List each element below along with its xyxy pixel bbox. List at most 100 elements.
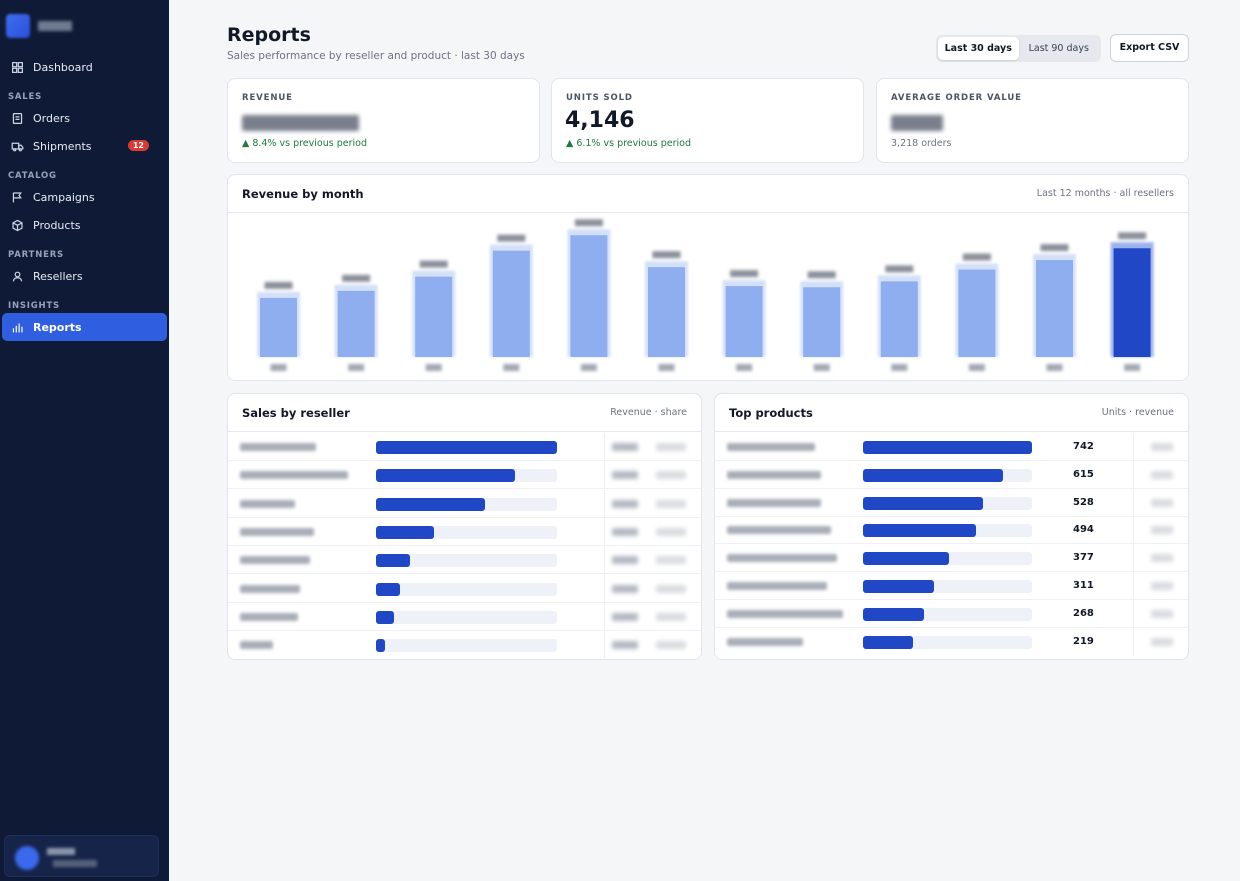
reseller-name-redacted — [240, 612, 298, 621]
revenue-bar-chart — [257, 219, 1154, 371]
units-bar — [863, 580, 934, 593]
revenue-by-month-card: Revenue by month Last 12 months · all re… — [227, 174, 1189, 381]
units-value: 615 — [1073, 468, 1094, 480]
range-30-days-button[interactable]: Last 30 days — [938, 37, 1019, 60]
bar-value-label-redacted — [419, 260, 448, 268]
chart-bar[interactable] — [725, 286, 763, 357]
units-value: 268 — [1073, 607, 1094, 619]
product-name-redacted — [727, 554, 837, 563]
product-row[interactable]: 268 — [715, 599, 1188, 628]
user-profile-card[interactable] — [4, 835, 159, 877]
chart-bar[interactable] — [1113, 248, 1151, 357]
kpi-label: REVENUE — [242, 93, 293, 103]
product-name-redacted — [727, 609, 843, 618]
product-row[interactable]: 311 — [715, 572, 1188, 600]
grid-icon — [12, 61, 23, 73]
nav-section-catalog: CATALOG — [8, 171, 57, 181]
reseller-row[interactable] — [228, 517, 701, 546]
column-divider — [1133, 433, 1134, 461]
sidebar-item-orders[interactable]: Orders — [2, 104, 167, 132]
brand[interactable] — [6, 14, 72, 38]
reseller-row[interactable] — [228, 433, 701, 461]
reseller-row[interactable] — [228, 631, 701, 660]
column-divider — [1133, 627, 1134, 656]
reseller-name-redacted — [240, 641, 273, 650]
share-value-redacted — [656, 443, 686, 451]
chart-bar[interactable] — [337, 290, 375, 357]
units-track — [863, 468, 1032, 482]
nav-section-insights: INSIGHTS — [8, 301, 60, 311]
chart-bar[interactable] — [260, 297, 297, 357]
product-row[interactable]: 615 — [715, 460, 1188, 489]
chart-bar[interactable] — [803, 287, 841, 357]
chart-bar[interactable] — [570, 235, 608, 357]
units-track — [863, 496, 1032, 510]
avatar — [15, 846, 39, 870]
product-row[interactable]: 742 — [715, 433, 1188, 461]
sidebar-item-reports[interactable]: Reports — [2, 313, 167, 341]
reseller-row[interactable] — [228, 602, 701, 631]
brand-logo — [6, 14, 30, 38]
x-tick-label-redacted — [1124, 364, 1141, 371]
product-row[interactable]: 528 — [715, 488, 1188, 517]
export-csv-button[interactable]: Export CSV — [1110, 34, 1189, 62]
revenue-value-redacted — [1151, 470, 1173, 479]
sidebar-item-products[interactable]: Products — [2, 211, 167, 239]
revenue-value-redacted — [612, 556, 638, 565]
kpi-card-revenue: REVENUE ▲ 8.4% vs previous period — [227, 78, 540, 163]
revenue-value-redacted — [612, 612, 638, 621]
column-divider — [1133, 488, 1134, 517]
flag-icon — [12, 191, 22, 202]
units-value: 219 — [1073, 635, 1094, 647]
reseller-name-redacted — [240, 499, 295, 508]
reseller-name-redacted — [240, 584, 300, 593]
revenue-value-redacted — [1151, 609, 1173, 618]
revenue-value-redacted — [1151, 637, 1173, 646]
reseller-row[interactable] — [228, 489, 701, 518]
chart-bar[interactable] — [492, 250, 530, 357]
kpi-card-units-sold: UNITS SOLD 4,146 ▲ 6.1% vs previous peri… — [551, 78, 864, 163]
range-90-days-button[interactable]: Last 90 days — [1028, 43, 1089, 54]
sidebar-item-resellers[interactable]: Resellers — [2, 262, 167, 290]
share-bar — [376, 497, 485, 511]
units-track — [863, 552, 1032, 566]
share-track — [376, 582, 557, 596]
chart-bar[interactable] — [880, 281, 918, 357]
card-title: Top products — [729, 406, 813, 420]
product-row[interactable]: 377 — [715, 544, 1188, 573]
chart-bar[interactable] — [958, 269, 996, 357]
reseller-row[interactable] — [228, 574, 701, 603]
truck-icon — [11, 142, 24, 151]
sidebar-item-dashboard[interactable]: Dashboard — [2, 53, 167, 81]
product-row[interactable]: 494 — [715, 516, 1188, 545]
column-divider — [1133, 460, 1134, 489]
column-divider — [604, 489, 605, 518]
reseller-name-redacted — [240, 443, 316, 451]
chart-bar[interactable] — [1036, 260, 1073, 357]
product-name-redacted — [727, 526, 831, 535]
sidebar-nav: Dashboard SALES Orders Shipments 12 CATA… — [0, 53, 169, 341]
x-tick-label-redacted — [658, 364, 675, 371]
share-bar — [376, 610, 395, 624]
chart-bar[interactable] — [648, 267, 685, 357]
chart-bar[interactable] — [415, 276, 453, 357]
reseller-row[interactable] — [228, 461, 701, 490]
reseller-name-redacted — [240, 527, 314, 536]
user-email-redacted — [53, 860, 97, 867]
sidebar-item-shipments[interactable]: Shipments 12 — [2, 132, 167, 160]
units-track — [863, 524, 1032, 538]
bar-value-label-redacted — [574, 219, 603, 227]
column-divider — [1133, 599, 1134, 628]
sidebar-item-label: Products — [33, 218, 81, 232]
reseller-name-redacted — [240, 556, 310, 565]
reseller-row[interactable] — [228, 546, 701, 575]
revenue-value-redacted — [242, 115, 359, 131]
sidebar-item-campaigns[interactable]: Campaigns — [2, 183, 167, 211]
revenue-value-redacted — [612, 641, 638, 650]
product-row[interactable]: 219 — [715, 627, 1188, 656]
share-track — [376, 497, 557, 511]
sidebar-item-label: Shipments — [33, 139, 92, 153]
share-value-redacted — [656, 584, 686, 593]
column-divider — [604, 461, 605, 490]
units-track — [863, 441, 1032, 454]
